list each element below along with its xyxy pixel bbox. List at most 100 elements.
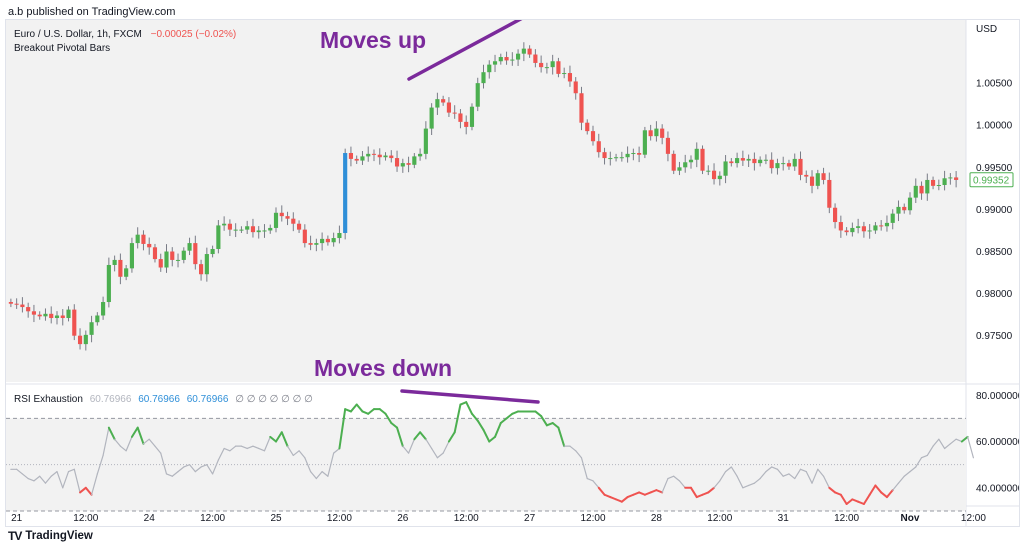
price-tick-label: 1.00000 (976, 121, 1013, 132)
candle-body (890, 213, 895, 223)
candle (429, 103, 434, 135)
candle (72, 304, 77, 341)
candle (642, 126, 647, 159)
candle (809, 170, 815, 194)
candle (804, 170, 809, 183)
publisher-credit: a.b published on TradingView.com (8, 6, 176, 18)
candle (758, 156, 763, 167)
candle-body (262, 230, 267, 232)
candle (544, 62, 549, 74)
candle-body (711, 170, 717, 180)
candle-body (648, 130, 653, 137)
candle-body (590, 131, 596, 142)
candle (769, 152, 774, 174)
candle-body (394, 158, 400, 167)
candle (919, 181, 924, 200)
candle (348, 146, 354, 167)
candle (625, 146, 630, 163)
candle-body (481, 72, 486, 84)
price-tick-label: 1.00500 (976, 79, 1013, 90)
candle (129, 237, 134, 273)
rsi-segment (309, 471, 317, 480)
rsi-segment (811, 468, 819, 484)
candle (464, 115, 469, 135)
candle (637, 146, 642, 163)
rsi-segment (413, 431, 422, 441)
candle (458, 109, 463, 129)
candle (550, 54, 555, 75)
rsi-segment (160, 452, 168, 475)
candle-body (573, 81, 578, 94)
candle-body (187, 243, 192, 251)
candle-body (469, 106, 475, 127)
rsi-segment (73, 468, 81, 494)
indicator-legend: Breakout Pivotal Bars (14, 43, 110, 54)
candle-body (919, 185, 924, 194)
rsi-segment (597, 486, 606, 496)
candle-body (423, 128, 428, 154)
rsi-segment (805, 471, 813, 484)
candle (487, 60, 492, 79)
candle-body (268, 227, 273, 231)
candle-body (735, 158, 740, 164)
candle-body (458, 113, 463, 122)
candle-body (631, 153, 636, 155)
candle-body (418, 153, 423, 157)
tradingview-mark-icon: TV (8, 529, 22, 543)
last-price-badge (969, 172, 1014, 188)
rsi-segment (713, 480, 721, 489)
candle-body (77, 335, 83, 345)
candle-body (250, 226, 256, 233)
rsi-segment (649, 489, 658, 494)
candle (441, 95, 446, 106)
time-tick-label: 12:00 (454, 513, 479, 524)
chart-frame[interactable]: 0.97500 0.98000 0.98500 0.99000 0.99500 1.000… (5, 19, 1020, 527)
rsi-legend-name: RSI Exhaustion (14, 394, 83, 405)
candle (118, 253, 123, 285)
candle-body (83, 334, 88, 345)
candle (66, 306, 71, 322)
candle (838, 215, 843, 238)
candle (510, 52, 515, 66)
rsi-segment (868, 484, 877, 496)
rsi-segment (125, 436, 133, 452)
candle (844, 227, 849, 236)
rsi-segment (580, 457, 588, 480)
chart-canvas[interactable]: 0.97500 0.98000 0.98500 0.99000 0.99500 1.000… (6, 20, 1019, 526)
candle-body (337, 232, 342, 239)
rsi-segment (967, 436, 975, 459)
rsi-segment (194, 466, 202, 473)
candle (763, 154, 768, 165)
rsi-segment (171, 471, 179, 477)
rsi-segment (212, 459, 219, 475)
candle-body (954, 177, 959, 180)
rsi-segment (632, 491, 641, 496)
candle-body (930, 179, 936, 186)
candle (746, 154, 751, 167)
rsi-segment (736, 475, 744, 489)
rsi-segment (545, 422, 554, 427)
candle-body (175, 259, 181, 261)
candle-body (285, 216, 290, 219)
rsi-segment (298, 450, 306, 459)
candle (723, 155, 728, 184)
candle (735, 152, 740, 168)
candle-body (239, 229, 244, 231)
rsi-segment (730, 466, 738, 477)
candle-body (815, 173, 820, 186)
candle-body (717, 175, 722, 180)
candle-body (348, 153, 354, 159)
rsi-segment (615, 498, 623, 503)
rsi-segment (782, 473, 790, 477)
price-tick-label: 0.97500 (976, 331, 1013, 342)
rsi-segment (419, 431, 427, 441)
candle (331, 232, 336, 247)
candle-body (256, 230, 261, 233)
candle (279, 205, 284, 222)
candle (95, 312, 100, 326)
candle (60, 309, 65, 326)
candle (227, 219, 232, 237)
candle (239, 226, 244, 233)
candle (204, 247, 209, 282)
candle-body (873, 225, 878, 231)
